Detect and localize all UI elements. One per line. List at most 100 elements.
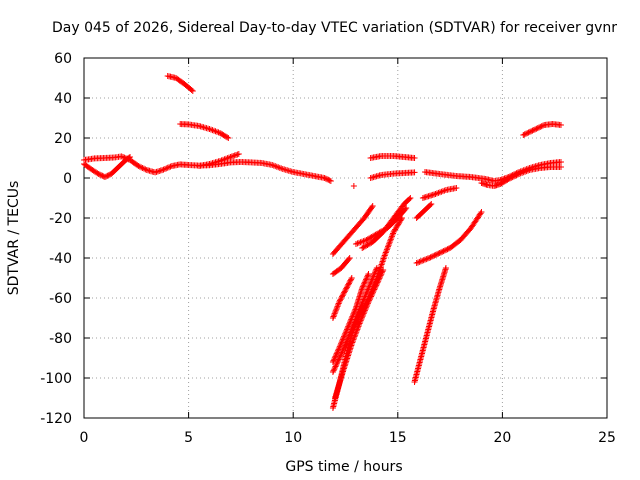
data-point <box>443 246 450 253</box>
y-axis-label: SDTVAR / TECUs <box>6 181 22 296</box>
data-point <box>346 255 353 261</box>
x-tick-label: 5 <box>184 430 193 446</box>
data-point <box>331 366 338 373</box>
data-point <box>338 340 345 347</box>
data-point <box>343 326 350 333</box>
data-point <box>384 245 391 252</box>
data-point <box>344 283 351 289</box>
data-point <box>339 293 346 300</box>
data-point <box>364 273 371 280</box>
data-point <box>350 310 357 317</box>
data-point <box>388 234 395 241</box>
data-point <box>423 256 430 263</box>
data-point <box>213 128 220 135</box>
data-point <box>385 243 392 250</box>
data-point <box>339 292 346 299</box>
data-point <box>427 202 434 208</box>
data-point <box>161 166 168 172</box>
data-point <box>373 282 380 289</box>
data-point <box>524 130 531 137</box>
data-point <box>330 357 337 364</box>
data-point <box>421 256 428 263</box>
data-point <box>218 157 225 164</box>
data-point <box>453 185 460 191</box>
data-point <box>372 283 379 290</box>
data-point <box>424 255 431 262</box>
plot-border <box>83 57 608 419</box>
data-point <box>444 246 451 253</box>
data-point <box>530 127 537 133</box>
data-point <box>366 296 373 303</box>
data-point <box>336 345 343 351</box>
data-point <box>360 311 367 318</box>
data-point <box>362 306 369 313</box>
plot-frame <box>83 57 608 419</box>
x-tick-label: 20 <box>493 430 511 446</box>
data-point <box>355 323 362 330</box>
data-point <box>441 187 448 194</box>
data-point <box>557 122 564 128</box>
data-point <box>270 162 277 169</box>
data-point <box>349 313 356 320</box>
data-point <box>366 297 373 304</box>
data-point <box>127 154 134 160</box>
y-tick-label: 40 <box>54 91 72 107</box>
data-point <box>417 258 424 265</box>
data-point <box>388 233 395 240</box>
data-point <box>139 165 146 171</box>
data-point <box>386 239 393 246</box>
data-point <box>378 269 385 276</box>
data-point <box>379 258 386 265</box>
data-track <box>411 265 449 385</box>
data-point <box>428 201 435 207</box>
data-point <box>361 307 368 314</box>
data-point <box>347 277 354 284</box>
data-point <box>358 314 365 321</box>
data-point <box>369 290 376 297</box>
data-point <box>522 130 529 137</box>
data-point <box>533 125 540 132</box>
data-point <box>347 317 354 324</box>
data-point <box>442 265 449 271</box>
data-point <box>377 272 384 279</box>
data-point <box>440 248 447 255</box>
data-track <box>177 121 232 141</box>
data-point <box>359 313 366 320</box>
data-point <box>536 124 543 131</box>
data-point <box>325 176 332 183</box>
data-point <box>278 165 285 172</box>
data-point <box>105 172 112 179</box>
data-point <box>390 230 397 237</box>
data-track <box>421 159 564 184</box>
data-point <box>504 176 511 183</box>
data-point <box>385 242 392 249</box>
data-point <box>336 297 343 304</box>
data-point <box>363 304 370 311</box>
data-point <box>411 169 418 176</box>
grid-lines <box>84 58 607 418</box>
data-point <box>224 155 231 162</box>
data-point <box>142 166 149 173</box>
data-point <box>431 252 438 259</box>
x-tick-label: 25 <box>598 430 616 446</box>
data-point <box>380 257 387 263</box>
data-point <box>361 279 368 286</box>
data-point <box>353 327 360 334</box>
data-point <box>356 320 363 327</box>
data-point <box>478 209 485 215</box>
data-point <box>439 188 446 195</box>
data-point <box>361 280 368 287</box>
data-point <box>433 190 440 197</box>
data-point <box>407 195 414 201</box>
data-track <box>419 185 460 201</box>
data-point <box>345 322 352 329</box>
data-point <box>98 172 105 179</box>
data-point <box>345 256 352 263</box>
data-point <box>525 167 532 174</box>
data-point <box>349 338 356 345</box>
data-point <box>510 173 517 180</box>
data-point <box>352 306 359 313</box>
data-point <box>427 254 434 261</box>
data-point <box>520 169 527 176</box>
data-point <box>342 329 349 336</box>
